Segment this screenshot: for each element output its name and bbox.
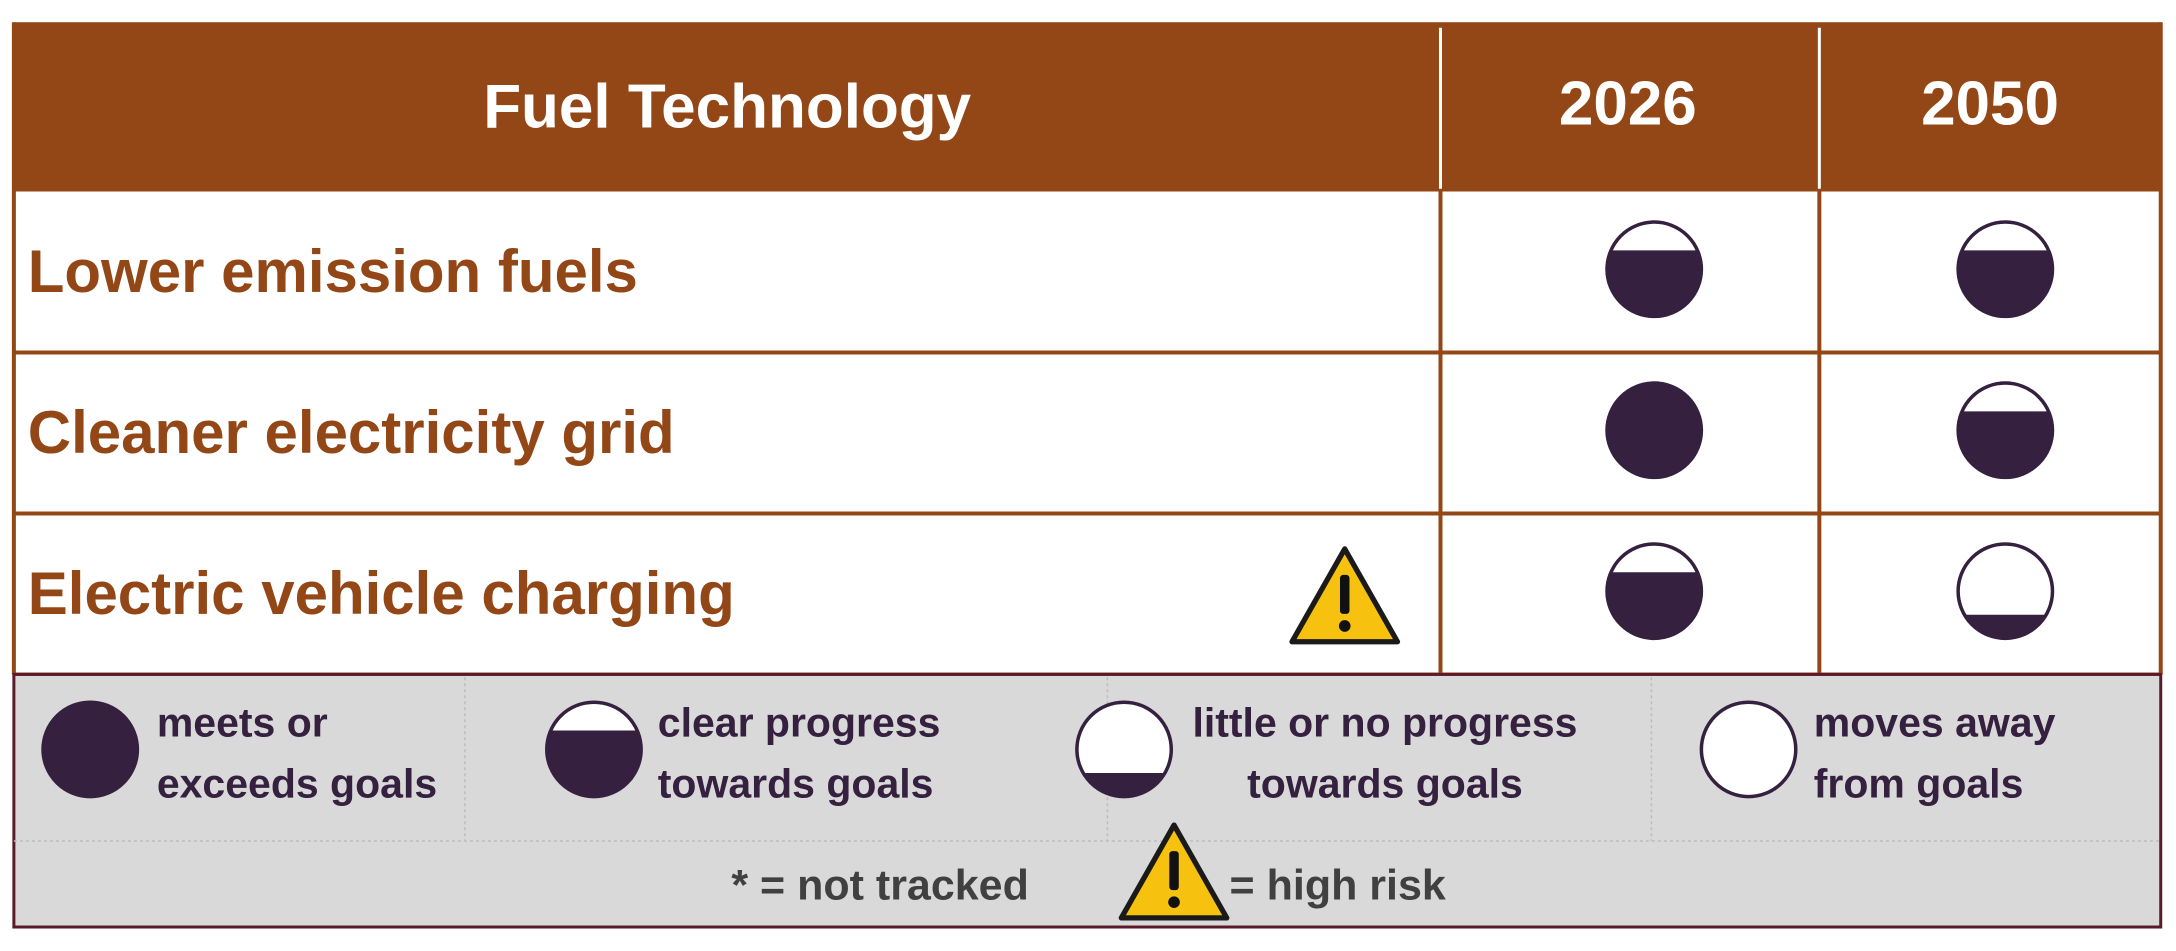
row-label: Cleaner electricity grid	[28, 399, 675, 466]
legend-text: little or no progress	[1192, 700, 1577, 746]
note-not-tracked: * = not tracked	[731, 862, 1029, 910]
status-fill	[42, 702, 138, 798]
header-year: 2050	[1921, 70, 2059, 139]
warning-icon	[1118, 822, 1230, 921]
row-label: Lower emission fuels	[28, 238, 638, 305]
status-fill	[1606, 383, 1702, 478]
legend-text: clear progress	[658, 700, 941, 746]
row-label: Electric vehicle charging	[28, 560, 735, 627]
status-fill	[1606, 250, 1702, 317]
header-title: Fuel Technology	[483, 72, 971, 141]
status-circle	[1699, 700, 1798, 799]
note-high-risk: = high risk	[1230, 862, 1446, 910]
header-year: 2026	[1559, 70, 1697, 139]
legend-text: towards goals	[658, 761, 934, 807]
status-fill	[1963, 614, 2047, 639]
legend-text: meets or	[157, 700, 328, 746]
status-fill	[1741, 796, 1756, 798]
legend-text: exceeds goals	[157, 761, 437, 807]
warning-bar	[1169, 851, 1179, 891]
status-fill	[546, 730, 642, 798]
legend-text: towards goals	[1247, 761, 1523, 807]
status-fill	[1606, 572, 1702, 639]
legend-text: moves away	[1814, 700, 2056, 746]
legend-band	[12, 672, 2163, 929]
warning-icon	[1289, 546, 1401, 645]
legend-text: from goals	[1814, 761, 2024, 807]
status-fill	[1082, 772, 1166, 798]
status-fill	[1957, 250, 2053, 317]
warning-dot	[1338, 620, 1351, 632]
header-band	[13, 22, 2161, 192]
warning-dot	[1168, 896, 1180, 908]
warning-bar	[1339, 574, 1350, 614]
status-fill	[1957, 411, 2053, 478]
